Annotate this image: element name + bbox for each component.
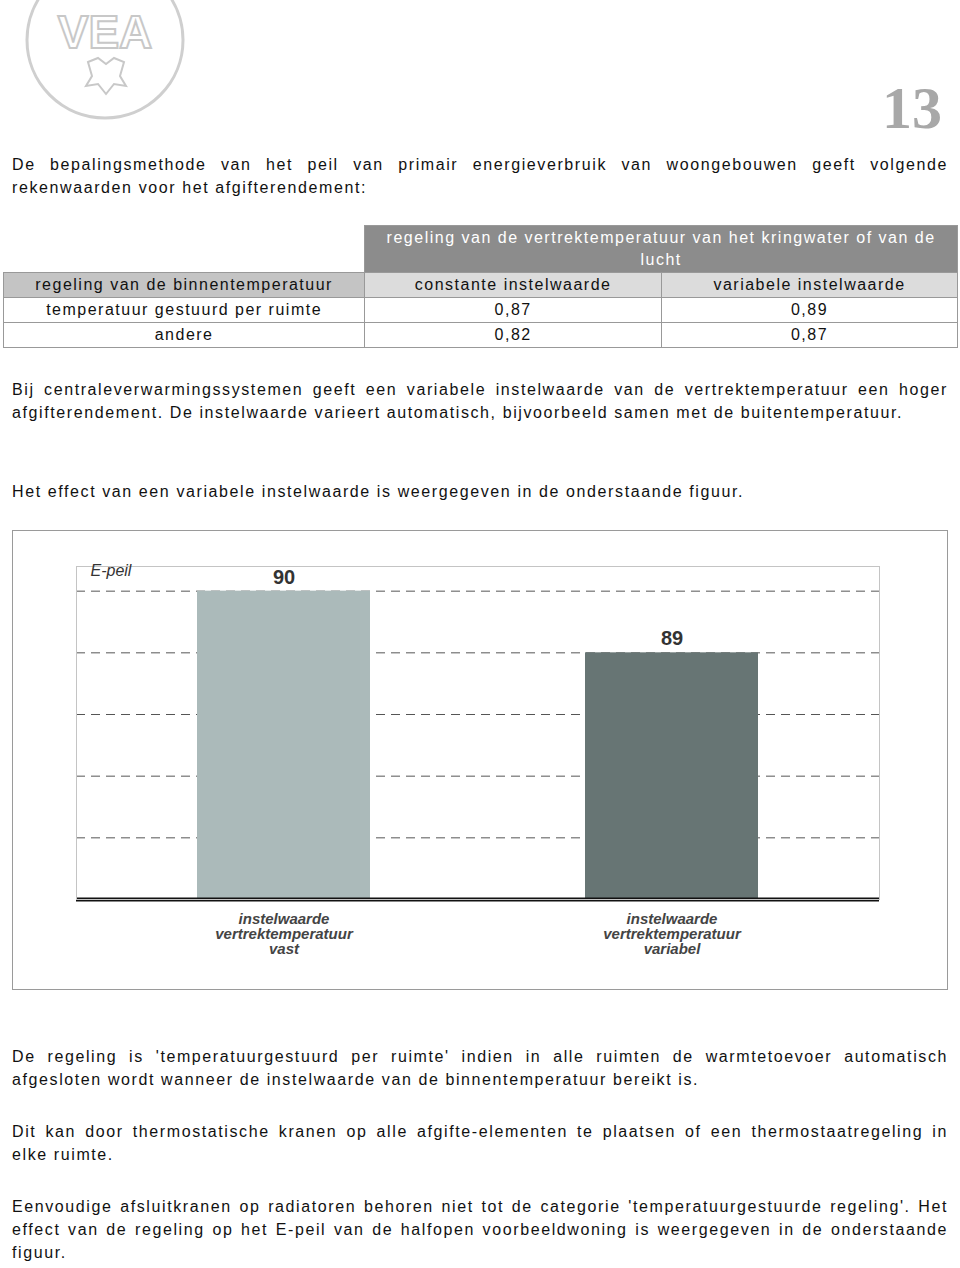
svg-text:instelwaardevertrektemperatuur: instelwaardevertrektemperatuurvast: [215, 910, 354, 957]
html-text:De bepalingsmethode van het pe: De bepalingsmethode van het peil van pri…: [12, 156, 948, 196]
html-text:andere: andere: [154, 326, 214, 343]
svg-text:instelwaardevertrektemperatuur: instelwaardevertrektemperatuurvariabel: [603, 910, 742, 957]
html-text:variabele instelwaarde: variabele instelwaarde: [713, 276, 906, 293]
html-text:regeling van de vertrektempera: regeling van de vertrektemperatuur van h…: [386, 229, 936, 268]
html-text:0,89: 0,89: [791, 301, 829, 318]
svg-text:90: 90: [273, 566, 295, 588]
html-text:Bij centraleverwarmingssysteme: Bij centraleverwarmingssystemen geeft ee…: [12, 381, 948, 421]
html-text:0,87: 0,87: [791, 326, 829, 343]
html-text:regeling van de binnentemperat: regeling van de binnentemperatuur: [35, 276, 333, 293]
html-text:0,82: 0,82: [494, 326, 532, 343]
svg-text:E-peil: E-peil: [91, 562, 132, 579]
html-text:0,87: 0,87: [494, 301, 532, 318]
html-text:Het effect van een variabele i: Het effect van een variabele instelwaard…: [12, 483, 744, 500]
html-text:13: 13: [882, 75, 942, 141]
svg-text:VEA: VEA: [58, 6, 153, 58]
html-text:De regeling is 'temperatuurges: De regeling is 'temperatuurgestuurd per …: [12, 1048, 948, 1088]
svg-text:89: 89: [661, 627, 683, 649]
html-text:Eenvoudige afsluitkranen op ra: Eenvoudige afsluitkranen op radiatoren b…: [12, 1198, 948, 1261]
html-text:constante instelwaarde: constante instelwaarde: [414, 276, 612, 293]
html-text:temperatuur gestuurd per ruimt: temperatuur gestuurd per ruimte: [46, 301, 323, 318]
html-text:Dit kan door thermostatische k: Dit kan door thermostatische kranen op a…: [12, 1123, 948, 1163]
